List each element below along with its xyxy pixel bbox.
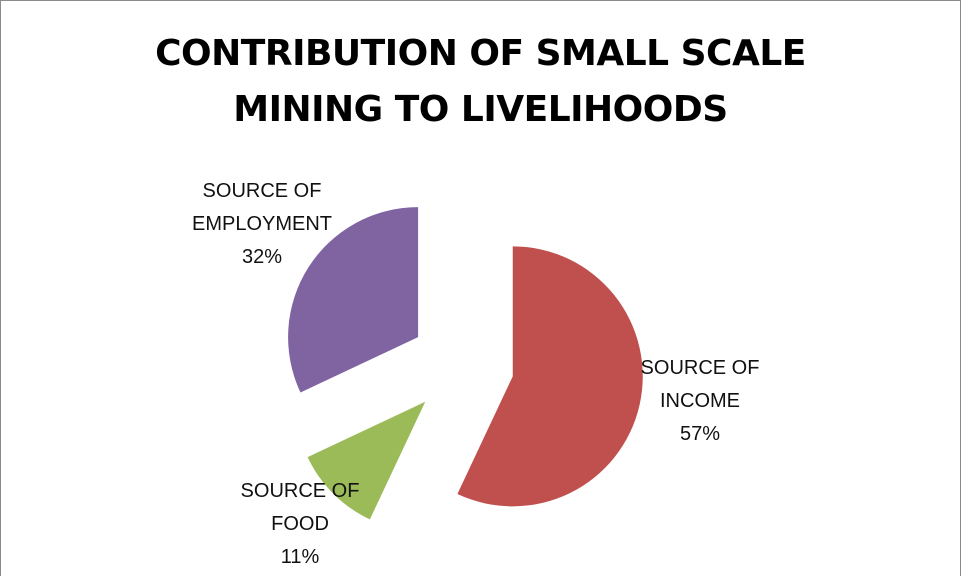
chart-title-line-2: MINING TO LIVELIHOODS	[233, 89, 728, 130]
slice-label-food: SOURCE OF FOOD 11%	[241, 480, 360, 568]
slice-label-line: SOURCE OF	[203, 180, 322, 202]
chart-title: CONTRIBUTION OF SMALL SCALE MINING TO LI…	[0, 26, 961, 138]
slice-label-line: SOURCE OF	[641, 357, 760, 379]
slice-label-line: EMPLOYMENT	[192, 213, 332, 235]
pie-slice-food	[307, 401, 426, 520]
pie-slices	[288, 207, 643, 520]
slice-label-line: SOURCE OF	[241, 480, 360, 502]
slice-label-line: INCOME	[660, 390, 740, 412]
slice-label-line: FOOD	[271, 513, 329, 535]
slice-labels: SOURCE OF INCOME 57%SOURCE OF FOOD 11%SOURCE…	[192, 180, 759, 568]
slice-percent-label: 57%	[680, 423, 720, 445]
slice-percent-label: 11%	[281, 546, 320, 568]
chart-title-line-1: CONTRIBUTION OF SMALL SCALE	[155, 33, 806, 74]
slice-percent-label: 32%	[242, 246, 282, 268]
slice-label-employment: SOURCE OF EMPLOYMENT 32%	[192, 180, 332, 268]
pie-slice-income	[457, 246, 643, 507]
slice-label-income: SOURCE OF INCOME 57%	[641, 357, 760, 445]
pie-slice-employment	[288, 207, 419, 393]
